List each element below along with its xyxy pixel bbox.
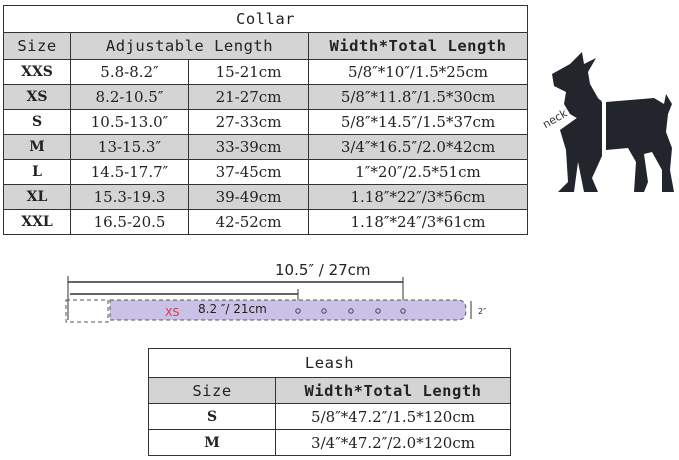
length-inches-cell: 14.5-17.7″ [70,159,189,185]
size-cell: S [148,403,276,430]
max-length-label: 10.5″ / 27cm [275,261,371,279]
header-width-total-length: Width*Total Length [274,377,512,404]
length-inches-cell: 15.3-19.3 [70,184,189,210]
table-row: XL 15.3-19.3 39-49cm 1.18″*22″/3*56cm [3,184,528,210]
size-label: XS [165,306,180,319]
size-cell: XL [3,184,71,210]
width-total-cell: 1.18″*22″/3*56cm [308,184,528,210]
leash-size-table: Leash Size Width*Total Length S 5/8″*47.2… [147,348,512,456]
collar-measure-diagram: 10.5″ / 27cm XS 8.2 ″/ 21cm 2″ [65,261,486,323]
size-cell: M [3,134,71,160]
collar-hole [348,308,354,314]
header-size: Size [3,32,71,60]
table-row: S 10.5-13.0″ 27-33cm 5/8″*14.5″/1.5*37cm [3,109,528,135]
width-total-cell: 3/4″*47.2″/2.0*120cm [274,429,512,456]
width-total-cell: 3/4″*16.5″/2.0*42cm [308,134,528,160]
buckle [65,299,109,323]
collar-strap [109,299,467,321]
length-cm-cell: 21-27cm [188,84,309,110]
collar-size-table: Collar Size Adjustable Length Width*Tota… [3,5,528,235]
width-total-cell: 5/8″*11.8″/1.5*30cm [308,84,528,110]
length-cm-cell: 15-21cm [188,59,309,85]
length-inches-cell: 5.8-8.2″ [70,59,189,85]
dog-silhouette-icon: neck [540,52,674,192]
header-width-total-length: Width*Total Length [308,32,528,60]
table-row: M 3/4″*47.2″/2.0*120cm [148,429,512,456]
length-inches-cell: 10.5-13.0″ [70,109,189,135]
length-cm-cell: 39-49cm [188,184,309,210]
width-total-cell: 1″*20″/2.5*51cm [308,159,528,185]
length-inches-cell: 8.2-10.5″ [70,84,189,110]
width-label: 2″ [478,307,486,316]
table-row: S 5/8″*47.2″/1.5*120cm [148,403,512,430]
length-inches-cell: 16.5-20.5 [70,209,189,235]
min-length-label: 8.2 ″/ 21cm [198,302,267,316]
length-inches-cell: 13-15.3″ [70,134,189,160]
size-cell: L [3,159,71,185]
header-adjustable-length: Adjustable Length [70,32,309,60]
length-cm-cell: 33-39cm [188,134,309,160]
table-row: L 14.5-17.7″ 37-45cm 1″*20″/2.5*51cm [3,159,528,185]
length-cm-cell: 37-45cm [188,159,309,185]
length-cm-cell: 27-33cm [188,109,309,135]
leash-title: Leash [147,348,512,378]
size-cell: XXL [3,209,71,235]
collar-title: Collar [3,5,528,33]
length-cm-cell: 42-52cm [188,209,309,235]
table-row: XXS 5.8-8.2″ 15-21cm 5/8″*10″/1.5*25cm [3,59,528,85]
table-row: M 13-15.3″ 33-39cm 3/4″*16.5″/2.0*42cm [3,134,528,160]
table-row: XXL 16.5-20.5 42-52cm 1.18″*24″/3*61cm [3,209,528,235]
table-row: XS 8.2-10.5″ 21-27cm 5/8″*11.8″/1.5*30cm [3,84,528,110]
header-size: Size [148,377,276,404]
collar-hole [375,308,381,314]
collar-hole [321,308,327,314]
size-cell: XS [3,84,71,110]
size-cell: XXS [3,59,71,85]
width-total-cell: 5/8″*10″/1.5*25cm [308,59,528,85]
collar-hole [295,308,301,314]
size-cell: S [3,109,71,135]
collar-hole [400,308,406,314]
width-total-cell: 5/8″*14.5″/1.5*37cm [308,109,528,135]
width-total-cell: 5/8″*47.2″/1.5*120cm [274,403,512,430]
width-total-cell: 1.18″*24″/3*61cm [308,209,528,235]
size-cell: M [148,429,276,456]
